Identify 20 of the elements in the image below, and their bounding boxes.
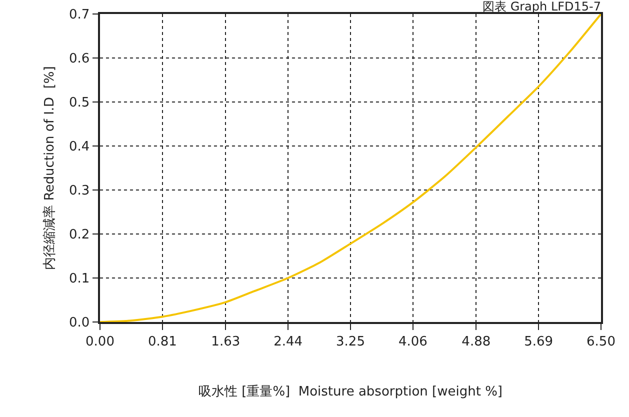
y-tick-label: 0.3 [68,184,90,199]
y-tick-label: 0.0 [68,316,90,331]
x-tick-label: 4.06 [398,334,428,350]
y-tick-label: 0.6 [68,52,90,67]
y-tick-label: 0.1 [68,272,90,287]
x-tick-label: 3.25 [336,334,365,350]
y-axis-title: 内径縮減率 Reduction of I.D [%] [41,66,58,270]
x-tick-label: 0.81 [148,334,177,350]
x-tick-label: 2.44 [274,334,303,350]
x-tick-label: 4.88 [462,334,491,350]
y-tick-label: 0.4 [68,140,90,155]
x-tick-label: 6.50 [586,334,616,350]
y-tick-label: 0.5 [68,96,90,111]
x-tick-label: 1.63 [211,334,240,350]
x-axis-title: 吸水性 [重量%] Moisture absorption [weight %] [198,384,503,400]
y-tick-label: 0.7 [68,8,90,23]
chart-title: 図表 Graph LFD15-7 [482,0,601,14]
y-tick-label: 0.2 [68,228,90,243]
x-tick-label: 0.00 [86,334,114,350]
x-tick-label: 5.69 [524,334,554,350]
